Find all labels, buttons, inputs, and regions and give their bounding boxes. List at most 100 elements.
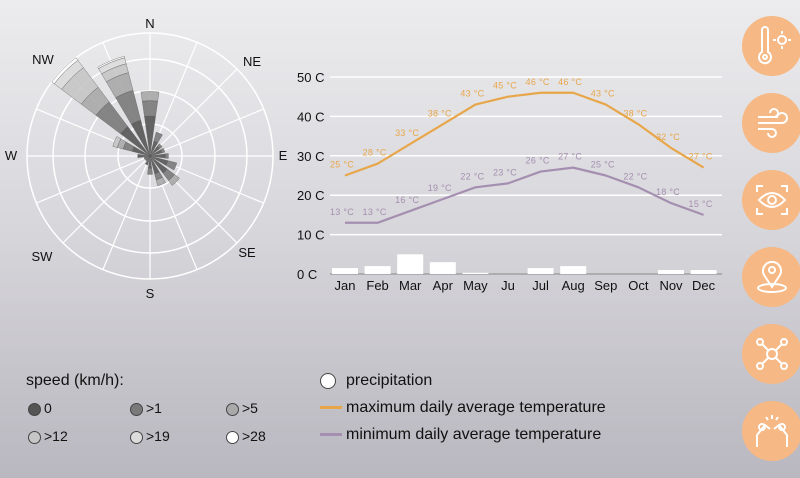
speed-label: >12 — [44, 428, 68, 444]
y-tick-label: 50 C — [297, 70, 324, 85]
x-tick-label: Jul — [532, 278, 549, 293]
speed-legend-item: >1 — [130, 400, 162, 416]
speed-swatch — [130, 402, 143, 416]
y-tick-label: 10 C — [297, 228, 324, 243]
speed-legend-item: >19 — [130, 428, 170, 444]
legend-min: minimum daily average temperature — [320, 426, 601, 444]
data-label: 18 °C — [656, 187, 680, 197]
wind-rose: N NE E SE S SW W NW — [5, 16, 288, 301]
y-tick-label: 40 C — [297, 109, 324, 124]
rose-segment-SSW — [145, 155, 151, 166]
speed-label: >19 — [146, 428, 170, 444]
precipitation-swatch — [320, 372, 336, 389]
rose-segment-WNW — [112, 136, 122, 148]
location-pin-icon[interactable] — [742, 247, 800, 307]
x-tick-label: Dec — [692, 278, 716, 293]
rose-segment-N — [140, 91, 160, 102]
speed-label: >1 — [146, 400, 162, 416]
min-temp-line — [345, 166, 704, 224]
x-tick-label: Aug — [562, 278, 585, 293]
y-tick-label: 0 C — [297, 267, 317, 282]
icon-sidebar — [742, 16, 800, 478]
speed-legend-item: >12 — [28, 428, 68, 444]
legend-label: minimum daily average temperature — [346, 426, 602, 443]
rose-segment-NNW — [97, 56, 125, 69]
data-label: 43 °C — [591, 89, 615, 99]
data-label: 28 °C — [363, 148, 387, 158]
data-label: 33 °C — [395, 128, 419, 138]
rose-spoke — [149, 68, 238, 157]
data-label: 46 °C — [526, 77, 550, 87]
x-tick-label: Sep — [594, 278, 617, 293]
legend-label: precipitation — [346, 372, 433, 389]
data-label: 25 °C — [591, 160, 615, 170]
precipitation-bar — [560, 266, 587, 274]
legend-max: maximum daily average temperature — [320, 399, 606, 417]
x-tick-label: Nov — [659, 278, 683, 293]
wind-icon[interactable] — [742, 93, 800, 153]
rose-segment-NNE — [153, 131, 163, 144]
max-swatch — [320, 406, 342, 410]
high-five-icon[interactable] — [742, 401, 800, 461]
direction-label: W — [5, 148, 18, 163]
data-label: 23 °C — [493, 167, 517, 177]
speed-legend-item: >28 — [226, 428, 266, 444]
data-label: 38 °C — [428, 108, 452, 118]
data-label: 45 °C — [493, 81, 517, 91]
rose-spoke — [149, 108, 264, 157]
eye-scan-icon[interactable] — [742, 170, 800, 230]
speed-swatch — [130, 430, 143, 444]
speed-swatch — [226, 402, 239, 416]
thermometer-sun-icon[interactable] — [742, 16, 800, 76]
speed-label: 0 — [44, 400, 52, 416]
precipitation-bar — [527, 268, 554, 274]
precipitation-bar — [332, 268, 358, 274]
data-label: 19 °C — [428, 183, 452, 193]
precipitation-bar — [690, 270, 717, 274]
direction-label: N — [145, 16, 154, 31]
rose-segment-SE — [168, 174, 180, 186]
data-label: 32 °C — [656, 132, 680, 142]
direction-label: NW — [32, 52, 54, 67]
rose-segment-W — [137, 154, 151, 158]
rose-segment-SW — [144, 155, 151, 162]
x-tick-label: Mar — [399, 278, 422, 293]
direction-label: NE — [243, 54, 261, 69]
precipitation-bar — [364, 266, 391, 274]
data-label: 22 °C — [460, 171, 484, 181]
speed-legend-item: >5 — [226, 400, 258, 416]
speed-swatch — [28, 430, 41, 444]
data-label: 25 °C — [330, 160, 354, 170]
rose-segment-ENE — [160, 147, 166, 154]
data-label: 13 °C — [330, 207, 354, 217]
max-temp-line — [344, 91, 705, 177]
direction-label: E — [279, 148, 288, 163]
y-tick-label: 30 C — [297, 149, 324, 164]
data-label: 26 °C — [526, 156, 550, 166]
direction-label: SW — [32, 249, 54, 264]
direction-label: S — [146, 286, 155, 301]
rose-spoke — [36, 155, 151, 204]
rose-segment-NE — [157, 143, 163, 149]
precipitation-bar — [429, 262, 456, 274]
rose-segment-ESE — [165, 160, 178, 171]
x-tick-label: Apr — [433, 278, 454, 293]
data-label: 15 °C — [689, 199, 713, 209]
rose-segment-E — [164, 153, 169, 159]
speed-legend-title: speed (km/h): — [26, 372, 124, 389]
speed-legend-item: 0 — [28, 400, 52, 416]
data-label: 22 °C — [623, 171, 647, 181]
min-swatch — [320, 433, 342, 437]
legend-precipitation: precipitation — [320, 372, 432, 390]
data-label: 27 °C — [558, 152, 582, 162]
precipitation-bar — [462, 272, 489, 274]
data-label: 46 °C — [558, 77, 582, 87]
data-label: 43 °C — [460, 89, 484, 99]
speed-label: >28 — [242, 428, 266, 444]
direction-label: SE — [238, 245, 256, 260]
precipitation-bar — [658, 270, 684, 274]
x-tick-label: Ju — [501, 278, 515, 293]
network-icon[interactable] — [742, 324, 800, 384]
temperature-chart: 0 C 10 C 20 C 30 C 40 C 50 C Jan Feb Mar Apr May Ju… — [297, 70, 722, 293]
rose-segment-NW — [51, 57, 79, 85]
